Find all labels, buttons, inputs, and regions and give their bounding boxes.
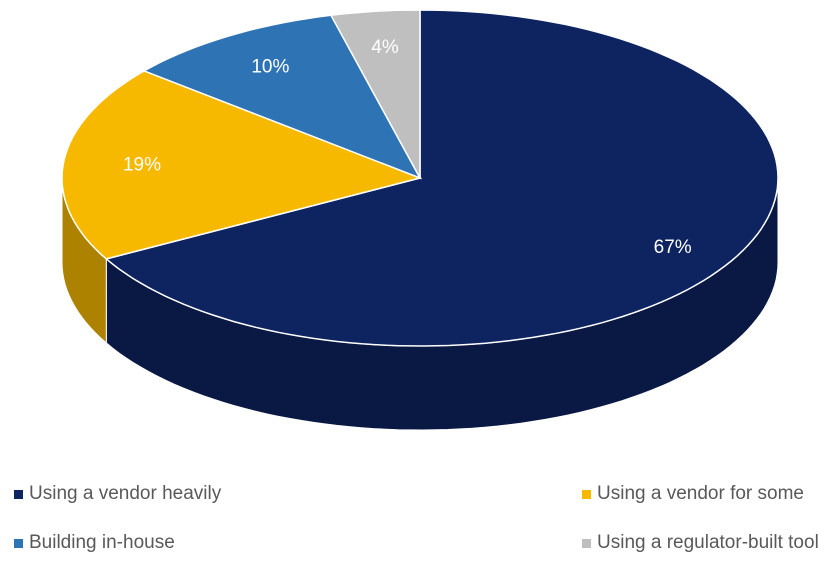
legend-label: Using a vendor for some xyxy=(597,483,804,504)
data-label: 19% xyxy=(123,155,161,176)
slice xyxy=(142,14,422,180)
legend-label: Using a regulator-built tool xyxy=(597,532,819,553)
legend-swatch xyxy=(582,490,591,499)
legend-swatch xyxy=(14,490,23,499)
legend-swatch xyxy=(582,539,591,548)
data-label: 4% xyxy=(371,37,399,58)
legend-label: Using a vendor heavily xyxy=(29,483,222,504)
data-label: 67% xyxy=(654,237,692,258)
slice xyxy=(329,9,421,179)
legend-label: Building in-house xyxy=(29,532,175,553)
legend-swatch xyxy=(14,539,23,548)
data-label: 10% xyxy=(251,56,289,77)
slice xyxy=(61,70,423,260)
slice xyxy=(104,9,779,347)
